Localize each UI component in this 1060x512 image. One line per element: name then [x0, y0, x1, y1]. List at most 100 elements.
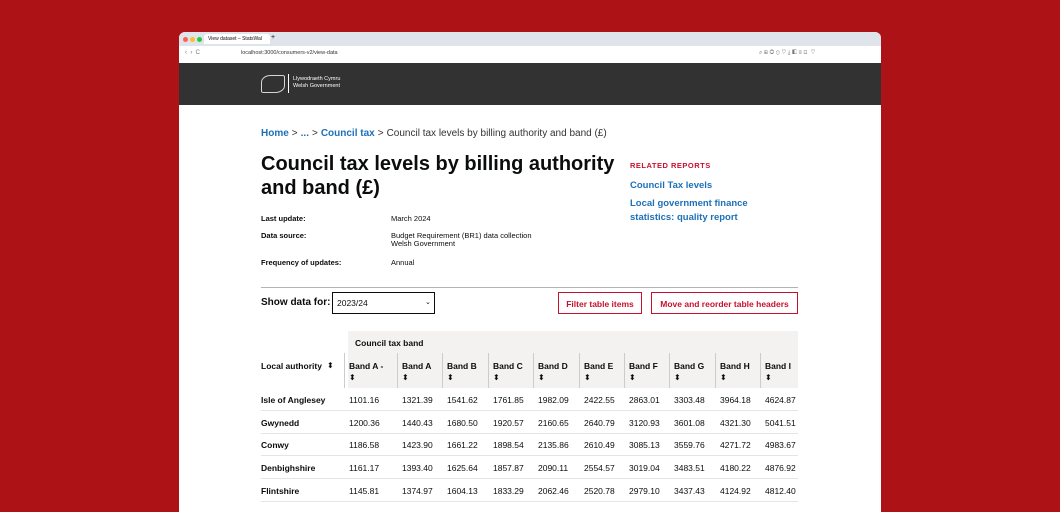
- sort-icon: ⬍: [447, 373, 454, 382]
- year-select[interactable]: 2023/24: [332, 292, 435, 314]
- breadcrumb-item: Council tax levels by billing authority …: [386, 128, 607, 139]
- table-cell: 2160.65: [538, 417, 569, 428]
- table-cell: 1374.97: [402, 485, 433, 496]
- table-cell: 2090.11: [538, 463, 569, 474]
- column-divider: [669, 353, 670, 388]
- column-divider: [715, 353, 716, 388]
- table-cell: 1440.43: [402, 417, 433, 428]
- zoom-button[interactable]: [197, 37, 202, 42]
- column-header[interactable]: Band B: [447, 361, 477, 371]
- column-header[interactable]: Band I: [765, 361, 791, 371]
- table-cell: 2135.86: [538, 440, 569, 451]
- page: View dataset – StatsWal + ‹ › C localhos…: [179, 32, 881, 512]
- table-cell: 3019.04: [629, 463, 660, 474]
- column-divider: [579, 353, 580, 388]
- column-divider: [344, 353, 345, 388]
- column-header[interactable]: Band C: [493, 361, 523, 371]
- breadcrumb-item: >: [311, 128, 318, 139]
- sort-icon: ⬍: [327, 361, 334, 370]
- breadcrumb-item[interactable]: Council tax: [320, 128, 375, 139]
- table-cell: 4271.72: [720, 440, 751, 451]
- row-divider: [261, 478, 798, 480]
- table-cell: 5041.51: [765, 417, 796, 428]
- table-cell: 4124.92: [720, 485, 751, 496]
- related-heading: RELATED REPORTS: [630, 161, 711, 170]
- sort-icon: ⬍: [538, 373, 545, 382]
- table-cell: 3120.93: [629, 417, 660, 428]
- group-header: Council tax band: [355, 338, 424, 348]
- table-cell: 1920.57: [493, 417, 524, 428]
- sort-icon: ⬍: [402, 373, 409, 382]
- row-header: Isle of Anglesey: [261, 395, 326, 405]
- row-divider: [261, 410, 798, 411]
- address-bar: ‹ › C localhost:3000/consumers-v2/view-d…: [179, 46, 881, 64]
- related-link[interactable]: Council Tax levels: [630, 180, 713, 191]
- table-cell: 1898.54: [493, 440, 524, 451]
- close-button[interactable]: [183, 37, 188, 42]
- table-cell: 4876.92: [765, 463, 796, 474]
- select-arrow: ⌄: [425, 299, 431, 306]
- sort-icon: ⬍: [765, 373, 772, 382]
- column-header[interactable]: Band A -: [349, 361, 384, 371]
- minimize-button[interactable]: [190, 37, 195, 42]
- table-cell: 3303.48: [674, 395, 705, 405]
- breadcrumb-item[interactable]: ...: [300, 128, 309, 139]
- sort-icon: ⬍: [674, 373, 681, 382]
- table-cell: 4983.67: [765, 440, 796, 451]
- table-cell: 3483.51: [674, 463, 705, 474]
- table-cell: 1857.87: [493, 463, 524, 474]
- column-header[interactable]: Band F: [629, 361, 658, 371]
- table-cell: 3559.76: [674, 440, 705, 451]
- table-cell: 3964.18: [720, 395, 751, 405]
- column-header[interactable]: Band E: [584, 361, 614, 371]
- page-title: Council tax levels by billing authority …: [261, 153, 615, 199]
- table-cell: 2640.79: [584, 417, 615, 428]
- toolbar-icons[interactable]: ⌕ ⊞ ◎ ⊙ ♡ ⤓ ◧ ≡ ⊡ ♡: [759, 50, 816, 56]
- filter-label: Show data for:: [261, 297, 331, 308]
- table-cell: 1423.90: [402, 440, 433, 451]
- sort-icon: ⬍: [493, 373, 500, 382]
- table-cell: 1541.62: [447, 395, 478, 405]
- column-divider: [624, 353, 625, 388]
- tab[interactable]: View dataset – StatsWal: [204, 34, 270, 44]
- url[interactable]: localhost:3000/consumers-v2/view-data: [241, 50, 338, 56]
- column-divider: [760, 353, 761, 388]
- column-header[interactable]: Band A: [402, 361, 432, 371]
- breadcrumb-item: >: [377, 128, 384, 139]
- table-cell: 2610.49: [584, 440, 615, 451]
- column-divider: [442, 353, 443, 388]
- table-cell: 1761.85: [493, 395, 524, 405]
- column-header[interactable]: Local authority: [261, 361, 322, 371]
- nav-buttons[interactable]: ‹ › C: [185, 50, 200, 56]
- table-cell: 1393.40: [402, 463, 433, 474]
- row-header: Denbighshire: [261, 463, 316, 474]
- column-header[interactable]: Band H: [720, 361, 750, 371]
- table-cell: 3601.08: [674, 417, 705, 428]
- table-cell: 4812.40: [765, 485, 796, 496]
- logo-text: Welsh Government: [293, 83, 340, 89]
- table-cell: 2863.01: [629, 395, 660, 405]
- table-cell: 1161.17: [349, 463, 380, 474]
- reorder-button[interactable]: Move and reorder table headers: [651, 292, 798, 314]
- table-cell: 4180.22: [720, 463, 751, 474]
- separator: [261, 287, 798, 288]
- column-header[interactable]: Band D: [538, 361, 568, 371]
- column-divider: [397, 353, 398, 388]
- filter-button[interactable]: Filter table items: [558, 292, 642, 314]
- table-cell: 1982.09: [538, 395, 569, 405]
- site-header: Llywodraeth Cymru Welsh Government: [179, 63, 881, 105]
- breadcrumb-item[interactable]: Home: [261, 128, 289, 139]
- table-cell: 1145.81: [349, 485, 380, 496]
- table-cell: 4321.30: [720, 417, 751, 428]
- table-cell: 2554.57: [584, 463, 615, 474]
- row-header: Gwynedd: [261, 417, 300, 428]
- related-link[interactable]: Local government finance statistics: qua…: [630, 198, 748, 223]
- logo-dragon: [261, 75, 285, 93]
- meta-label: Last update:: [261, 214, 306, 223]
- row-divider: [261, 500, 798, 502]
- column-header[interactable]: Band G: [674, 361, 705, 371]
- table-cell: 1661.22: [447, 440, 478, 451]
- sort-icon: ⬍: [629, 373, 636, 382]
- column-divider: [533, 353, 534, 388]
- new-tab[interactable]: +: [271, 34, 276, 41]
